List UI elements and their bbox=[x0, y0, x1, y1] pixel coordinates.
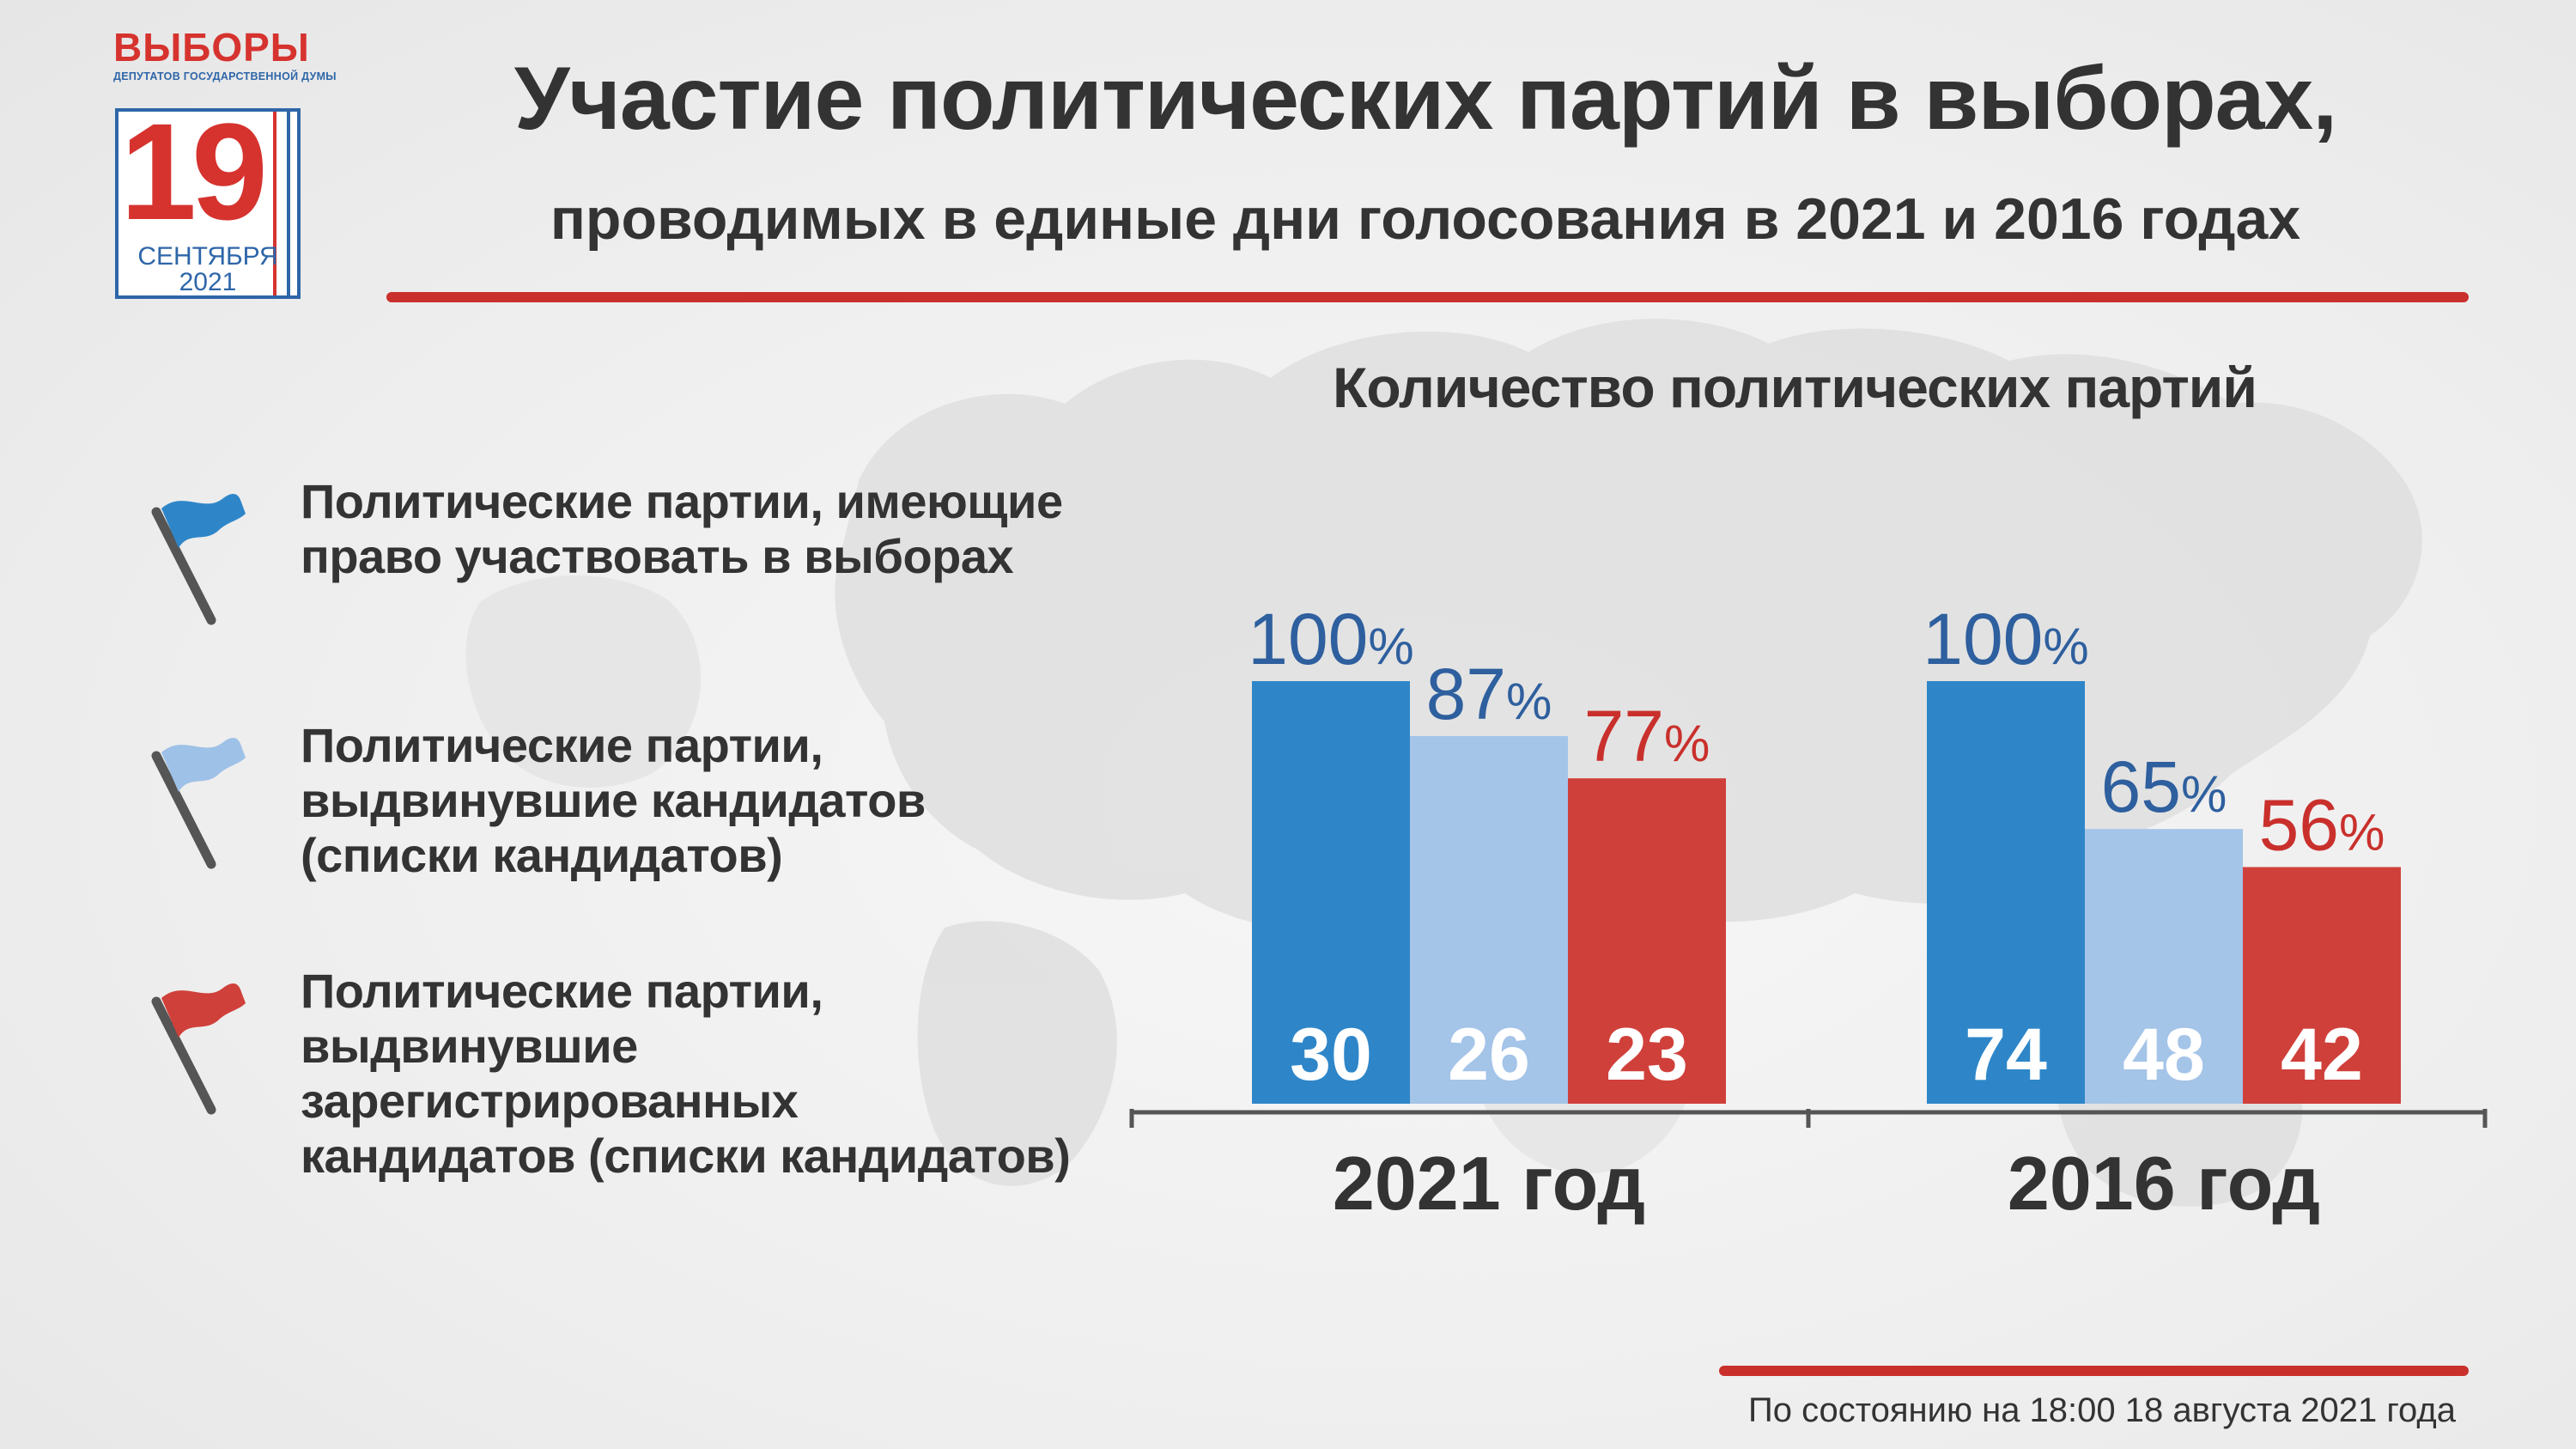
legend-label: Политические партии, выдвинувшие кандида… bbox=[301, 718, 926, 882]
percent-label: 77% bbox=[1584, 696, 1710, 776]
legend-label: Политические партии, выдвинувшие зарегис… bbox=[301, 964, 1071, 1183]
percent-label: 56% bbox=[2259, 784, 2385, 865]
bar bbox=[1410, 735, 1568, 1104]
bar-value-label: 48 bbox=[2123, 1014, 2205, 1096]
logo-subtitle: ДЕПУТАТОВ ГОСУДАРСТВЕННОЙ ДУМЫ bbox=[113, 70, 337, 82]
flag-icon bbox=[151, 738, 246, 869]
page-subtitle: проводимых в единые дни голосования в 20… bbox=[550, 186, 2301, 252]
bar bbox=[2085, 829, 2243, 1104]
category-label: 2021 год bbox=[1333, 1141, 1645, 1226]
logo-word: ВЫБОРЫ bbox=[113, 25, 310, 70]
legend-label: Политические партии, имеющие право участ… bbox=[301, 474, 1063, 583]
percent-label: 87% bbox=[1426, 654, 1552, 734]
flag-icon bbox=[151, 983, 246, 1115]
bar bbox=[1927, 681, 2085, 1104]
logo-ballot-box bbox=[115, 108, 301, 299]
footer-note: По состоянию на 18:00 18 августа 2021 го… bbox=[1747, 1391, 2456, 1429]
percent-label: 100% bbox=[1248, 599, 1414, 679]
logo-day: 19 bbox=[120, 94, 268, 248]
bar bbox=[2243, 867, 2401, 1104]
bar-value-label: 74 bbox=[1965, 1014, 2047, 1096]
category-label: 2016 год bbox=[2008, 1141, 2320, 1226]
bar bbox=[1252, 681, 1410, 1104]
title-divider bbox=[386, 292, 2469, 302]
logo-month: СЕНТЯБРЯ bbox=[137, 242, 278, 271]
chart-title: Количество политических партий bbox=[1333, 356, 2257, 419]
bar bbox=[1568, 778, 1726, 1104]
flag-icon bbox=[151, 494, 246, 625]
footer-divider bbox=[1719, 1366, 2469, 1376]
percent-label: 65% bbox=[2101, 746, 2227, 827]
bar-value-label: 26 bbox=[1448, 1014, 1530, 1096]
bar-value-label: 23 bbox=[1606, 1014, 1688, 1096]
percent-label: 100% bbox=[1923, 599, 2089, 679]
bar-value-label: 42 bbox=[2281, 1014, 2363, 1096]
logo-year: 2021 bbox=[179, 268, 237, 296]
bar-value-label: 30 bbox=[1290, 1014, 1372, 1096]
page-title: Участие политических партий в выборах, bbox=[513, 49, 2337, 149]
elections-logo: ВЫБОРЫ ДЕПУТАТОВ ГОСУДАРСТВЕННОЙ ДУМЫ 19… bbox=[110, 25, 337, 301]
